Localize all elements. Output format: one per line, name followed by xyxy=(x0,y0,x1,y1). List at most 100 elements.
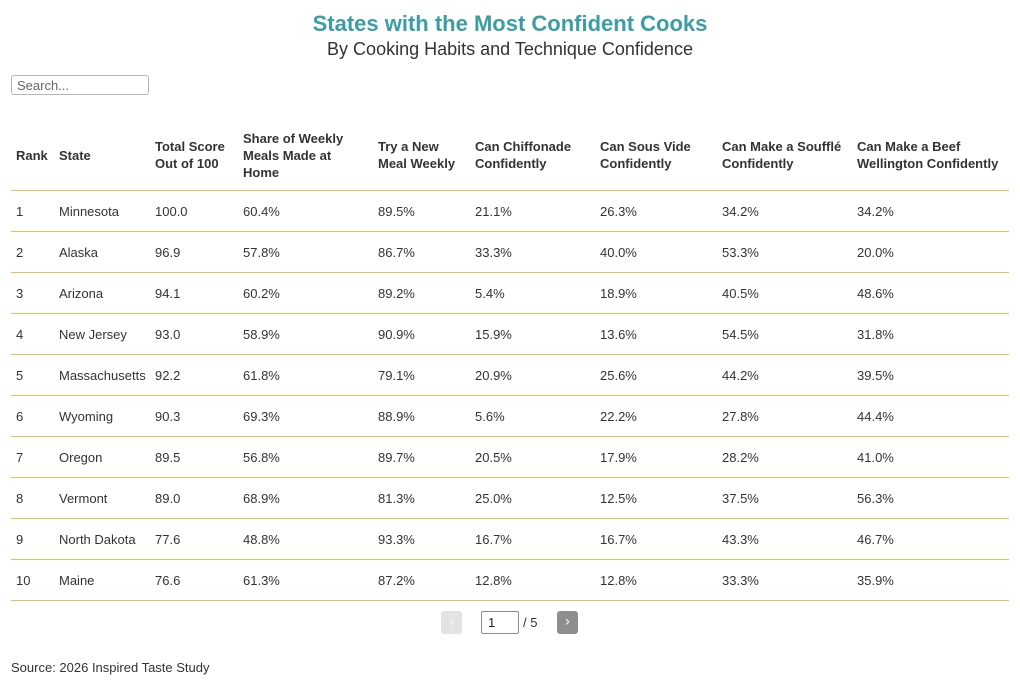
cell-souffle: 37.5% xyxy=(717,477,852,519)
cell-chiffonade: 12.8% xyxy=(470,559,595,601)
cell-rank: 1 xyxy=(11,190,54,232)
data-table: Rank State Total Score Out of 100 Share … xyxy=(11,120,1009,601)
cell-sous-vide: 12.5% xyxy=(595,477,717,519)
cell-rank: 9 xyxy=(11,518,54,560)
cell-sous-vide: 17.9% xyxy=(595,436,717,478)
cell-new-meal-weekly: 93.3% xyxy=(373,518,470,560)
cell-rank: 6 xyxy=(11,395,54,437)
table-row: 2 Alaska 96.9 57.8% 86.7% 33.3% 40.0% 53… xyxy=(11,231,1009,273)
cell-beef-wellington: 56.3% xyxy=(852,477,1009,519)
cell-rank: 10 xyxy=(11,559,54,601)
cell-total-score: 90.3 xyxy=(150,395,238,437)
cell-new-meal-weekly: 86.7% xyxy=(373,231,470,273)
cell-sous-vide: 25.6% xyxy=(595,354,717,396)
table-header-row: Rank State Total Score Out of 100 Share … xyxy=(11,120,1009,191)
search-input[interactable] xyxy=(11,75,149,95)
pagination: ‹ / 5 › xyxy=(0,610,1020,636)
cell-total-score: 100.0 xyxy=(150,190,238,232)
cell-sous-vide: 26.3% xyxy=(595,190,717,232)
cell-meals-at-home: 48.8% xyxy=(238,518,373,560)
cell-chiffonade: 5.4% xyxy=(470,272,595,314)
cell-new-meal-weekly: 88.9% xyxy=(373,395,470,437)
table-row: 9 North Dakota 77.6 48.8% 93.3% 16.7% 16… xyxy=(11,518,1009,560)
table-row: 1 Minnesota 100.0 60.4% 89.5% 21.1% 26.3… xyxy=(11,190,1009,232)
cell-sous-vide: 13.6% xyxy=(595,313,717,355)
cell-sous-vide: 18.9% xyxy=(595,272,717,314)
cell-rank: 4 xyxy=(11,313,54,355)
column-header-state[interactable]: State xyxy=(54,120,150,191)
table-body: 1 Minnesota 100.0 60.4% 89.5% 21.1% 26.3… xyxy=(11,190,1009,601)
cell-total-score: 89.0 xyxy=(150,477,238,519)
column-header-sous-vide[interactable]: Can Sous Vide Confidently xyxy=(595,120,717,191)
cell-meals-at-home: 60.2% xyxy=(238,272,373,314)
cell-souffle: 43.3% xyxy=(717,518,852,560)
column-header-total-score[interactable]: Total Score Out of 100 xyxy=(150,120,238,191)
column-header-new-meal-weekly[interactable]: Try a New Meal Weekly xyxy=(373,120,470,191)
cell-state: Alaska xyxy=(54,231,150,273)
column-header-beef-wellington[interactable]: Can Make a Beef Wellington Confidently xyxy=(852,120,1009,191)
cell-new-meal-weekly: 81.3% xyxy=(373,477,470,519)
cell-meals-at-home: 68.9% xyxy=(238,477,373,519)
cell-new-meal-weekly: 89.5% xyxy=(373,190,470,232)
source-note: Source: 2026 Inspired Taste Study xyxy=(11,660,210,675)
cell-sous-vide: 40.0% xyxy=(595,231,717,273)
cell-chiffonade: 16.7% xyxy=(470,518,595,560)
table-row: 8 Vermont 89.0 68.9% 81.3% 25.0% 12.5% 3… xyxy=(11,477,1009,519)
cell-total-score: 89.5 xyxy=(150,436,238,478)
cell-state: Wyoming xyxy=(54,395,150,437)
cell-rank: 5 xyxy=(11,354,54,396)
cell-chiffonade: 20.5% xyxy=(470,436,595,478)
cell-total-score: 76.6 xyxy=(150,559,238,601)
cell-souffle: 28.2% xyxy=(717,436,852,478)
cell-chiffonade: 20.9% xyxy=(470,354,595,396)
page-number-input[interactable] xyxy=(481,611,519,634)
cell-state: Vermont xyxy=(54,477,150,519)
cell-total-score: 93.0 xyxy=(150,313,238,355)
cell-new-meal-weekly: 89.2% xyxy=(373,272,470,314)
cell-new-meal-weekly: 87.2% xyxy=(373,559,470,601)
cell-new-meal-weekly: 89.7% xyxy=(373,436,470,478)
page-total-label: / 5 xyxy=(523,615,538,630)
column-header-rank[interactable]: Rank xyxy=(11,120,54,191)
cell-beef-wellington: 44.4% xyxy=(852,395,1009,437)
cell-total-score: 96.9 xyxy=(150,231,238,273)
cell-chiffonade: 25.0% xyxy=(470,477,595,519)
cell-chiffonade: 15.9% xyxy=(470,313,595,355)
cell-meals-at-home: 57.8% xyxy=(238,231,373,273)
table-row: 5 Massachusetts 92.2 61.8% 79.1% 20.9% 2… xyxy=(11,354,1009,396)
cell-new-meal-weekly: 90.9% xyxy=(373,313,470,355)
table-row: 4 New Jersey 93.0 58.9% 90.9% 15.9% 13.6… xyxy=(11,313,1009,355)
cell-beef-wellington: 20.0% xyxy=(852,231,1009,273)
table-row: 10 Maine 76.6 61.3% 87.2% 12.8% 12.8% 33… xyxy=(11,559,1009,601)
column-header-meals-at-home[interactable]: Share of Weekly Meals Made at Home xyxy=(238,120,373,191)
chevron-right-icon[interactable]: › xyxy=(557,611,578,634)
page-subtitle: By Cooking Habits and Technique Confiden… xyxy=(327,39,693,59)
cell-beef-wellington: 48.6% xyxy=(852,272,1009,314)
cell-meals-at-home: 56.8% xyxy=(238,436,373,478)
cell-rank: 8 xyxy=(11,477,54,519)
cell-total-score: 94.1 xyxy=(150,272,238,314)
cell-chiffonade: 33.3% xyxy=(470,231,595,273)
column-header-souffle[interactable]: Can Make a Soufflé Confidently xyxy=(717,120,852,191)
cell-state: Massachusetts xyxy=(54,354,150,396)
cell-meals-at-home: 60.4% xyxy=(238,190,373,232)
cell-sous-vide: 12.8% xyxy=(595,559,717,601)
chevron-left-icon[interactable]: ‹ xyxy=(441,611,462,634)
cell-sous-vide: 22.2% xyxy=(595,395,717,437)
column-header-chiffonade[interactable]: Can Chiffonade Confidently xyxy=(470,120,595,191)
cell-state: Maine xyxy=(54,559,150,601)
cell-beef-wellington: 46.7% xyxy=(852,518,1009,560)
cell-beef-wellington: 35.9% xyxy=(852,559,1009,601)
cell-state: New Jersey xyxy=(54,313,150,355)
cell-meals-at-home: 69.3% xyxy=(238,395,373,437)
table-row: 3 Arizona 94.1 60.2% 89.2% 5.4% 18.9% 40… xyxy=(11,272,1009,314)
cell-souffle: 53.3% xyxy=(717,231,852,273)
cell-rank: 3 xyxy=(11,272,54,314)
cell-new-meal-weekly: 79.1% xyxy=(373,354,470,396)
cell-meals-at-home: 58.9% xyxy=(238,313,373,355)
cell-souffle: 44.2% xyxy=(717,354,852,396)
cell-souffle: 27.8% xyxy=(717,395,852,437)
cell-rank: 2 xyxy=(11,231,54,273)
cell-state: Minnesota xyxy=(54,190,150,232)
